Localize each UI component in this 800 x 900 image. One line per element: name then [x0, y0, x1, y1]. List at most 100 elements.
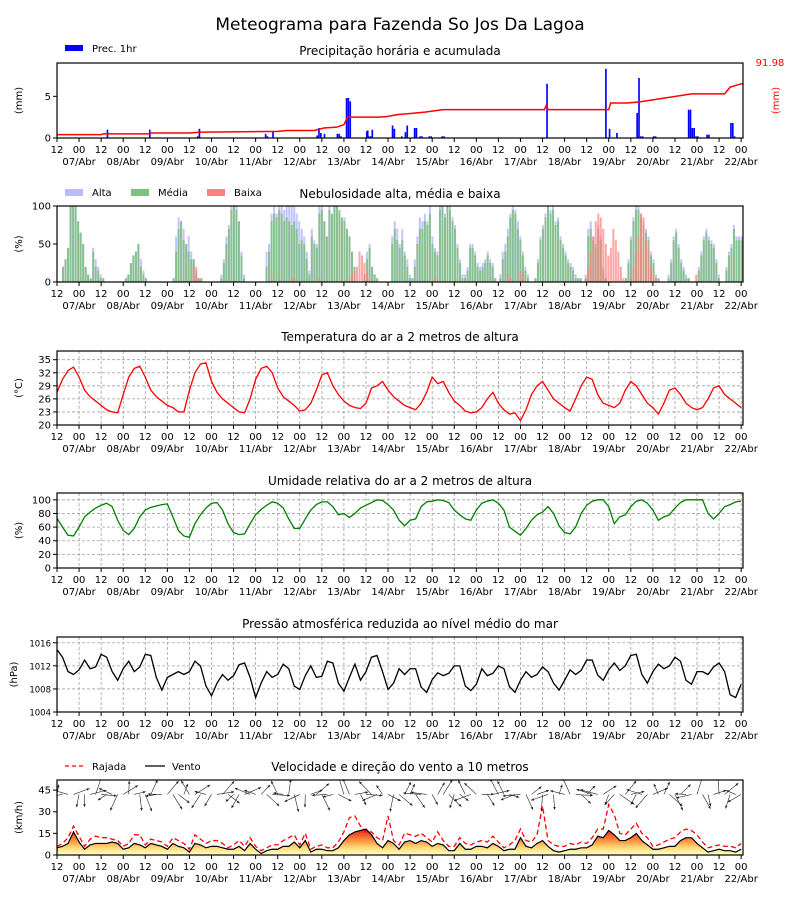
wind-arrow-head: [273, 792, 277, 795]
x-tick-label: 12: [536, 575, 549, 586]
cloud-bar: [672, 240, 675, 282]
cloud-bar: [77, 221, 80, 282]
x-tick-label: 00: [691, 719, 704, 730]
chart-wind: Velocidade e direção do vento a 10 metro…: [14, 760, 759, 885]
wind-arrow-head: [98, 788, 102, 791]
y-tick-label: 20: [38, 550, 51, 561]
cloud-bar: [461, 278, 464, 282]
cloud-bar: [617, 251, 620, 282]
x-tick-label: 12: [624, 145, 637, 156]
x-date-label: 15/Abr: [415, 731, 449, 742]
wind-arrow-head: [506, 789, 510, 793]
cloud-bar: [675, 232, 678, 282]
wind-arrow-head: [641, 790, 645, 794]
cloud-bar: [280, 213, 283, 282]
x-tick-label: 12: [713, 145, 726, 156]
wind-arrow: [398, 794, 413, 806]
chart-pressure: Pressão atmosférica reduzida ao nível mé…: [9, 617, 759, 742]
x-tick-label: 00: [205, 862, 218, 873]
cloud-bar: [318, 213, 321, 282]
wind-arrow-head: [145, 794, 149, 798]
cloud-bar: [72, 206, 75, 282]
wind-arrow-head: [348, 798, 352, 802]
cloud-bar: [567, 263, 570, 282]
x-tick-label: 12: [404, 719, 417, 730]
cloud-bar: [426, 225, 429, 282]
cloud-bar: [730, 247, 733, 282]
x-date-label: 08/Abr: [107, 444, 141, 455]
x-date-label: 15/Abr: [415, 587, 449, 598]
x-tick-label: 00: [249, 145, 262, 156]
x-date-label: 22/Abr: [724, 444, 758, 455]
x-tick-label: 00: [647, 289, 660, 300]
wind-arrow: [635, 794, 648, 809]
grid: [56, 493, 743, 569]
wind-arrow-head: [587, 800, 591, 804]
plot-area: [57, 68, 743, 138]
cloud-bar: [366, 270, 369, 282]
x-tick-label: 12: [492, 289, 505, 300]
y-tick-label: 60: [38, 523, 51, 534]
x-tick-label: 00: [470, 145, 483, 156]
wind-arrow-head: [491, 792, 495, 796]
precip-bar: [371, 129, 374, 138]
wind-arrow-head: [113, 794, 117, 797]
x-tick-label: 00: [735, 289, 748, 300]
x-tick-label: 12: [448, 575, 461, 586]
x-tick-label: 12: [183, 719, 196, 730]
wind-arrow: [172, 794, 183, 810]
x-tick-label: 00: [382, 862, 395, 873]
x-tick-label: 00: [382, 145, 395, 156]
x-date-label: 16/Abr: [460, 874, 494, 885]
x-tick-label: 00: [691, 862, 704, 873]
wind-arrow: [403, 792, 422, 795]
x-tick-label: 12: [51, 862, 64, 873]
x-tick-label: 00: [205, 575, 218, 586]
cloud-bar: [707, 240, 710, 282]
cloud-bar: [273, 213, 276, 282]
x-date-label: 10/Abr: [195, 874, 229, 885]
x-date-label: 16/Abr: [460, 301, 494, 312]
cloud-bar: [182, 240, 185, 282]
cloud-bar: [373, 274, 376, 282]
cloud-bar: [592, 236, 595, 282]
x-date-label: 19/Abr: [592, 301, 626, 312]
plot-frame: [56, 636, 744, 713]
cloud-bar: [353, 270, 356, 282]
precip-bar: [196, 136, 199, 138]
cloud-bar: [647, 247, 650, 282]
wind-arrow-head: [531, 798, 535, 801]
cloud-bar: [177, 228, 180, 282]
x-date-label: 20/Abr: [636, 587, 670, 598]
cloud-bar: [416, 244, 419, 282]
wind-arrow: [144, 794, 153, 812]
x-tick-label: 12: [448, 289, 461, 300]
cloud-bar: [524, 270, 527, 282]
x-date-label: 08/Abr: [107, 874, 141, 885]
x-tick-label: 12: [51, 145, 64, 156]
x-date-label: 14/Abr: [371, 444, 405, 455]
x-tick-label: 12: [580, 289, 593, 300]
wind-arrow-head: [303, 804, 307, 808]
precip-bar: [733, 136, 736, 138]
precip-bar: [400, 136, 403, 138]
x-tick-label: 00: [73, 289, 86, 300]
cloud-bar: [655, 278, 658, 282]
precip-bar: [347, 98, 350, 138]
x-date-label: 22/Abr: [724, 731, 758, 742]
x-date-label: 08/Abr: [107, 587, 141, 598]
x-date-label: 18/Abr: [548, 157, 582, 168]
wind-arrow-head: [267, 784, 271, 788]
cloud-bar: [124, 278, 127, 282]
cloud-bar: [509, 278, 512, 282]
cloud-bar: [682, 270, 685, 282]
cloud-bar: [436, 255, 439, 282]
x-tick-label: 12: [183, 432, 196, 443]
x-tick-label: 12: [271, 289, 284, 300]
x-tick-label: 12: [536, 289, 549, 300]
cloud-bar: [624, 278, 627, 282]
cloud-bar: [172, 278, 175, 282]
x-tick-label: 00: [647, 575, 660, 586]
wind-arrow-head: [311, 793, 315, 797]
x-date-label: 13/Abr: [327, 587, 361, 598]
